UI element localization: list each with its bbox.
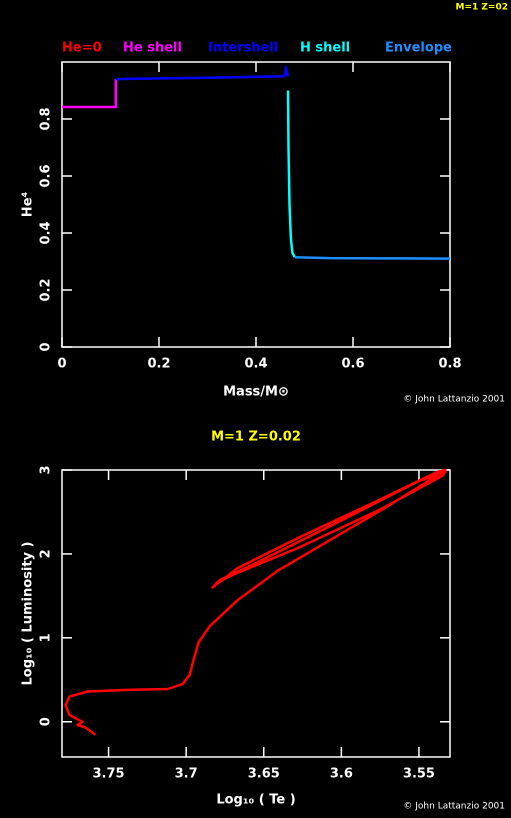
y-tick-label: 0 <box>39 342 54 351</box>
credit: © John Lattanzio 2001 <box>403 802 505 812</box>
x-tick-label: 3.6 <box>330 767 353 782</box>
data-line <box>64 468 447 736</box>
data-line <box>294 255 451 260</box>
x-axis-label: Mass/M⊙ <box>223 385 289 400</box>
x-tick-label: 3.7 <box>175 767 198 782</box>
data-line <box>115 65 290 81</box>
y-axis-label: Log₁₀ ( Luminosity ) <box>21 542 36 686</box>
chart-title: M=1 Z=0.02 <box>211 430 301 445</box>
plot-frame <box>61 61 451 348</box>
y-tick-label: 1 <box>39 633 54 642</box>
legend-label: H shell <box>300 41 350 56</box>
y-axis-label: He⁴ <box>21 191 36 217</box>
y-tick-label: 2 <box>39 549 54 558</box>
legend-label: Intershell <box>208 41 278 56</box>
x-axis-label: Log₁₀ ( Te ) <box>216 793 295 808</box>
data-line <box>62 79 118 109</box>
x-tick-label: 0.6 <box>341 357 364 372</box>
x-tick-label: 0.4 <box>244 357 267 372</box>
y-tick-label: 0.8 <box>39 107 54 130</box>
x-tick-label: 3.75 <box>93 767 125 782</box>
y-tick-label: 3 <box>39 465 54 474</box>
y-tick-label: 0 <box>39 717 54 726</box>
legend-label: He=0 <box>62 41 102 56</box>
y-tick-label: 0.2 <box>39 278 54 301</box>
x-tick-label: 3.55 <box>403 767 435 782</box>
x-tick-label: 0.2 <box>147 357 170 372</box>
x-tick-label: 0 <box>57 357 66 372</box>
corner-label: M=1 Z=02 <box>456 3 508 13</box>
x-tick-label: 3.65 <box>248 767 280 782</box>
legend-label: Envelope <box>385 41 452 56</box>
y-tick-label: 0.6 <box>39 164 54 187</box>
plot-frame <box>61 469 451 758</box>
x-tick-label: 0.8 <box>438 357 461 372</box>
y-tick-label: 0.4 <box>39 221 54 244</box>
credit: © John Lattanzio 2001 <box>403 395 505 405</box>
data-line <box>286 90 296 258</box>
legend-label: He shell <box>123 41 182 56</box>
